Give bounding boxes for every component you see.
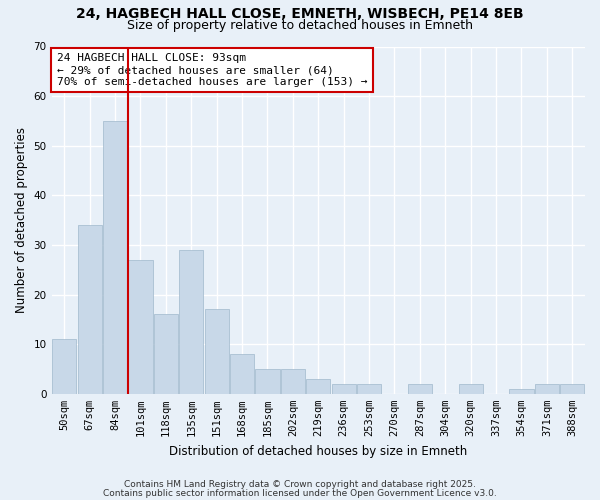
Bar	[306, 379, 331, 394]
Text: Contains public sector information licensed under the Open Government Licence v3: Contains public sector information licen…	[103, 488, 497, 498]
Bar	[458, 384, 483, 394]
Bar	[205, 310, 229, 394]
Bar	[179, 250, 203, 394]
Y-axis label: Number of detached properties: Number of detached properties	[15, 127, 28, 313]
Bar	[52, 339, 76, 394]
Text: 24, HAGBECH HALL CLOSE, EMNETH, WISBECH, PE14 8EB: 24, HAGBECH HALL CLOSE, EMNETH, WISBECH,…	[76, 8, 524, 22]
Bar	[128, 260, 152, 394]
Bar	[256, 369, 280, 394]
Bar	[103, 121, 127, 394]
Bar	[560, 384, 584, 394]
Bar	[332, 384, 356, 394]
Bar	[408, 384, 432, 394]
Text: Size of property relative to detached houses in Emneth: Size of property relative to detached ho…	[127, 19, 473, 32]
X-axis label: Distribution of detached houses by size in Emneth: Distribution of detached houses by size …	[169, 444, 467, 458]
Text: 24 HAGBECH HALL CLOSE: 93sqm
← 29% of detached houses are smaller (64)
70% of se: 24 HAGBECH HALL CLOSE: 93sqm ← 29% of de…	[57, 54, 367, 86]
Bar	[281, 369, 305, 394]
Bar	[230, 354, 254, 394]
Text: Contains HM Land Registry data © Crown copyright and database right 2025.: Contains HM Land Registry data © Crown c…	[124, 480, 476, 489]
Bar	[535, 384, 559, 394]
Bar	[77, 225, 102, 394]
Bar	[154, 314, 178, 394]
Bar	[509, 389, 533, 394]
Bar	[357, 384, 381, 394]
